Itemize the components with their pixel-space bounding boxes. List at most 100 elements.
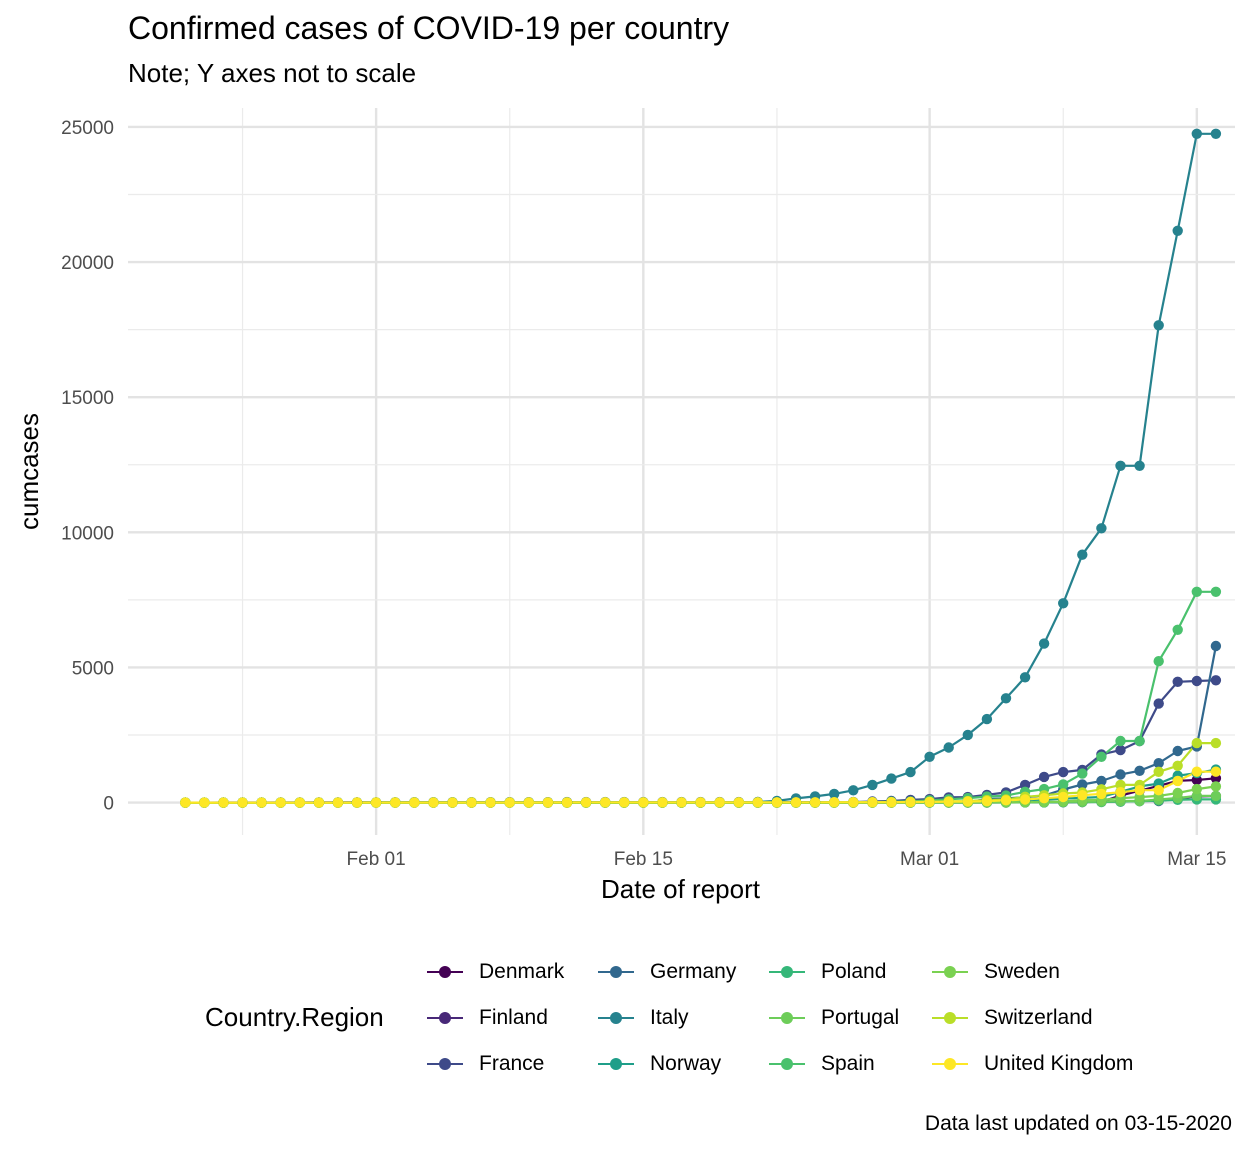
data-point — [1191, 766, 1203, 777]
data-point — [1134, 460, 1145, 471]
data-point — [1210, 586, 1222, 597]
data-point — [962, 729, 973, 741]
legend-key-swatch — [930, 1004, 970, 1032]
data-point — [1191, 586, 1203, 597]
data-point — [1210, 781, 1222, 792]
legend-label: Denmark — [479, 960, 565, 983]
legend-key-swatch — [425, 1050, 465, 1078]
y-tick-label: 25000 — [61, 118, 114, 139]
data-point — [867, 797, 878, 808]
legend-key-swatch — [596, 958, 636, 986]
data-point — [447, 797, 458, 808]
data-point — [1019, 672, 1031, 683]
series-layer — [180, 128, 1222, 808]
data-point — [771, 797, 783, 808]
data-point — [218, 797, 229, 808]
x-axis-title: Date of report — [601, 874, 761, 904]
legend-label: Sweden — [984, 960, 1060, 983]
data-point — [676, 797, 687, 808]
data-point — [1096, 775, 1107, 787]
data-point — [332, 797, 344, 808]
series-line-italy — [185, 132, 1216, 804]
legend-item: France — [425, 1050, 544, 1078]
data-point — [294, 797, 305, 808]
data-point — [1172, 787, 1183, 799]
x-tick-label: Mar 01 — [900, 849, 959, 870]
data-point — [256, 797, 267, 808]
data-point — [752, 797, 763, 808]
grid — [128, 108, 1235, 835]
legend-key-swatch — [930, 958, 970, 986]
data-point — [1153, 656, 1164, 667]
y-tick-label: 20000 — [61, 253, 114, 274]
y-tick-label: 10000 — [61, 523, 114, 544]
data-point — [1172, 225, 1183, 236]
legend-item: Finland — [425, 1004, 548, 1032]
legend-key-swatch — [767, 1050, 807, 1078]
data-point — [1134, 735, 1145, 747]
data-point — [1153, 320, 1164, 331]
legend-item: Denmark — [425, 958, 564, 986]
legend-key-swatch — [930, 1050, 970, 1078]
data-point — [1038, 793, 1050, 804]
data-point — [542, 797, 554, 808]
legend-key-swatch — [596, 1004, 636, 1032]
data-point — [1077, 779, 1088, 790]
data-point — [962, 796, 973, 807]
data-point — [619, 797, 630, 808]
data-point — [1153, 758, 1164, 769]
data-point — [1115, 787, 1126, 798]
data-point — [561, 797, 573, 808]
data-point — [1096, 751, 1107, 762]
legend-label: United Kingdom — [984, 1052, 1134, 1075]
data-point — [848, 797, 859, 808]
axes: Feb 01 Feb 15 Mar 01 Mar 15 0 5000 10000 15000 2… — [14, 118, 1226, 904]
data-point — [943, 742, 954, 753]
data-point — [829, 788, 840, 800]
data-point — [523, 797, 534, 808]
data-point — [714, 797, 725, 808]
data-point — [180, 797, 191, 808]
data-point — [1019, 794, 1031, 805]
legend-label: Poland — [821, 960, 887, 983]
data-point — [1115, 735, 1126, 747]
data-point — [1210, 790, 1222, 802]
data-point — [428, 797, 439, 808]
data-point — [1058, 791, 1069, 803]
data-point — [370, 797, 382, 808]
data-point — [905, 796, 916, 808]
legend-item: Italy — [596, 1004, 689, 1032]
data-point — [237, 797, 248, 808]
data-point — [1058, 779, 1069, 790]
data-point — [1210, 640, 1222, 652]
y-tick-label: 15000 — [61, 388, 114, 409]
data-point — [1172, 760, 1183, 771]
data-point — [504, 797, 515, 808]
legend-item: Portugal — [767, 1004, 899, 1032]
data-point — [1153, 785, 1164, 796]
legend-item: Sweden — [930, 958, 1060, 986]
data-point — [1096, 788, 1107, 800]
legend-item: Switzerland — [930, 1004, 1093, 1032]
legend-label: Switzerland — [984, 1006, 1093, 1029]
data-point — [1000, 693, 1012, 704]
legend-item: Poland — [767, 958, 886, 986]
data-point — [809, 797, 821, 808]
legend-item: United Kingdom — [930, 1050, 1133, 1078]
x-tick-label: Feb 15 — [614, 849, 673, 870]
data-point — [1172, 775, 1183, 787]
data-point — [1058, 766, 1069, 778]
x-tick-label: Feb 01 — [347, 849, 406, 870]
data-point — [867, 779, 878, 791]
data-point — [351, 797, 363, 808]
caption: Data last updated on 03-15-2020 — [924, 1112, 1232, 1135]
data-point — [638, 797, 649, 808]
y-axis-title: cumcases — [14, 413, 44, 530]
data-point — [1191, 675, 1203, 687]
y-tick-label: 5000 — [72, 658, 114, 679]
data-point — [1153, 698, 1164, 709]
data-point — [981, 713, 993, 725]
data-point — [657, 797, 668, 808]
data-point — [1115, 779, 1126, 791]
legend-key-swatch — [425, 1004, 465, 1032]
